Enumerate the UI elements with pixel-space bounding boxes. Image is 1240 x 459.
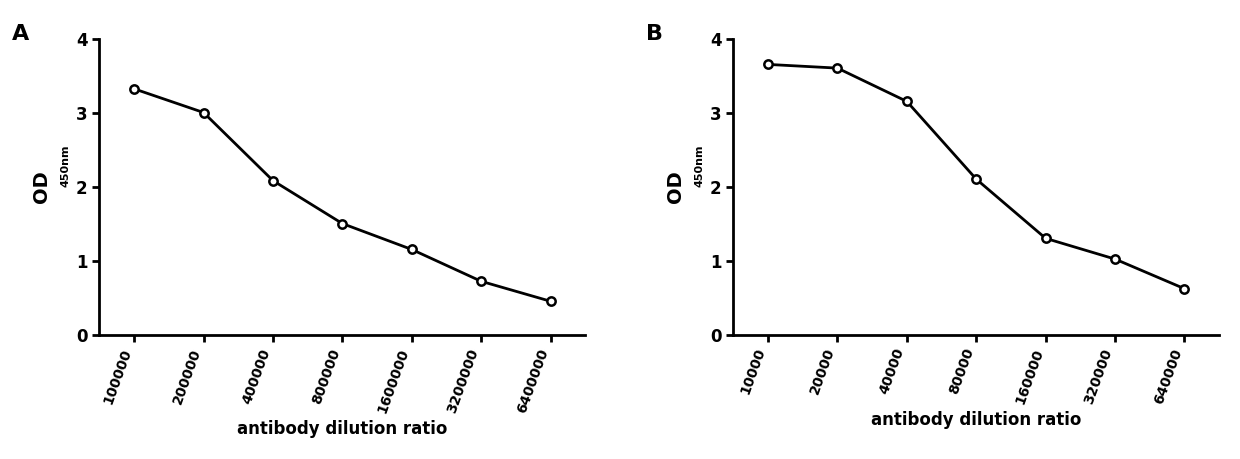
Text: B: B: [646, 24, 663, 44]
X-axis label: antibody dilution ratio: antibody dilution ratio: [237, 420, 448, 438]
Text: 450nm: 450nm: [61, 144, 71, 186]
Text: OD: OD: [32, 170, 51, 203]
Text: A: A: [12, 24, 30, 44]
X-axis label: antibody dilution ratio: antibody dilution ratio: [870, 411, 1081, 429]
Text: 450nm: 450nm: [694, 144, 704, 186]
Text: OD: OD: [666, 170, 684, 203]
